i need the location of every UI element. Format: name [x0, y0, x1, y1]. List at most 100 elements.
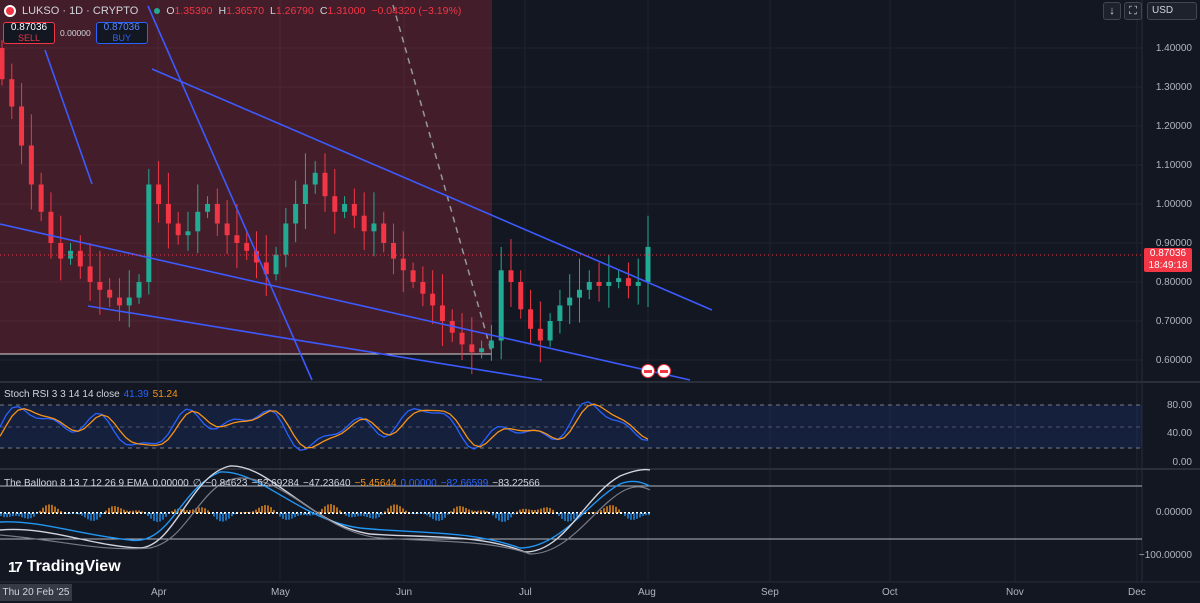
time-label[interactable]: Jun: [396, 587, 413, 598]
histogram-bar: [252, 511, 254, 513]
balloon-tick[interactable]: 0.00000: [1155, 507, 1192, 518]
histogram-bar: [540, 508, 542, 513]
tradingview-logo[interactable]: 17 TradingView: [8, 558, 121, 576]
candle-body: [273, 254, 279, 275]
histogram-bar: [423, 513, 425, 515]
trendline-upper[interactable]: [151, 68, 713, 311]
histogram-bar: [339, 510, 341, 513]
time-label[interactable]: Apr: [151, 587, 167, 598]
rsi-tick[interactable]: 0.00: [1172, 457, 1192, 468]
histogram-bar: [243, 512, 245, 513]
histogram-bar: [135, 510, 137, 513]
histogram-bar: [51, 504, 53, 513]
histogram-bar: [648, 513, 650, 516]
price-tick[interactable]: 1.30000: [1155, 82, 1192, 93]
time-label[interactable]: Jul: [519, 587, 532, 598]
histogram-bar: [159, 513, 161, 522]
histogram-bar: [84, 513, 86, 518]
fullscreen-icon[interactable]: ⛶: [1124, 2, 1142, 20]
price-tick[interactable]: 0.80000: [1155, 277, 1192, 288]
time-label[interactable]: Nov: [1006, 587, 1024, 598]
stoch-rsi-d-line[interactable]: [0, 403, 649, 449]
balloon-title: The Balloon 8 13 7 12 26 9 EMA: [4, 478, 149, 489]
trendline-steep[interactable]: [147, 5, 313, 381]
balloon-histogram: [0, 504, 650, 522]
histogram-bar: [561, 513, 563, 519]
buy-label: BUY: [112, 33, 131, 43]
ohlc-high-value: 1.36570: [226, 5, 265, 17]
candle-body: [214, 204, 220, 224]
histogram-bar: [471, 510, 473, 513]
histogram-bar: [594, 512, 596, 513]
histogram-bar: [432, 513, 434, 520]
rsi-legend[interactable]: Stoch RSI 3 3 14 14 close 41.39 51.24: [4, 389, 178, 400]
market-status-icon[interactable]: [154, 8, 161, 14]
time-label[interactable]: Dec: [1128, 587, 1146, 598]
histogram-bar: [573, 513, 575, 520]
histogram-bar: [612, 505, 614, 513]
price-tick[interactable]: 1.40000: [1155, 43, 1192, 54]
trendline-lower[interactable]: [87, 305, 543, 381]
histogram-bar: [459, 506, 461, 513]
time-label[interactable]: Sep: [761, 587, 779, 598]
histogram-bar: [36, 513, 38, 515]
dashed-trendline[interactable]: [392, 4, 493, 355]
scroll-down-icon[interactable]: ↓: [1103, 2, 1121, 20]
price-tick[interactable]: 0.90000: [1155, 238, 1192, 249]
price-tick[interactable]: 1.20000: [1155, 121, 1192, 132]
histogram-bar: [267, 505, 269, 513]
histogram-bar: [156, 513, 158, 522]
trendline-left[interactable]: [44, 49, 93, 185]
balloon-tick[interactable]: −100.00000: [1138, 550, 1192, 561]
us-flag-event-icon[interactable]: [641, 364, 655, 378]
candle-body: [195, 211, 201, 232]
sell-button[interactable]: 0.87036 SELL: [3, 22, 55, 44]
balloon-legend[interactable]: The Balloon 8 13 7 12 26 9 EMA 0.00000 ∅…: [4, 478, 540, 489]
range-box[interactable]: [0, 0, 492, 354]
rsi-tick[interactable]: 40.00: [1166, 428, 1192, 439]
trendline-middle[interactable]: [0, 223, 691, 381]
time-label[interactable]: May: [271, 587, 290, 598]
buy-button[interactable]: 0.87036 BUY: [95, 22, 148, 44]
candle-body: [498, 270, 504, 341]
candle-body: [116, 297, 122, 306]
candle-body: [234, 235, 240, 243]
histogram-bar: [363, 513, 365, 517]
symbol-title[interactable]: LUKSO · 1D · CRYPTO: [22, 5, 139, 17]
histogram-bar: [168, 513, 170, 514]
histogram-bar: [297, 513, 299, 516]
price-tick[interactable]: 0.60000: [1155, 355, 1192, 366]
symbol-logo-icon[interactable]: [4, 5, 16, 17]
candle-body: [68, 250, 74, 259]
histogram-bar: [348, 513, 350, 517]
trendlines[interactable]: [0, 5, 713, 381]
histogram-bar: [345, 513, 347, 516]
candle-body: [576, 289, 582, 298]
histogram-bar: [48, 504, 50, 513]
histogram-bar: [99, 513, 101, 518]
histogram-bar: [537, 509, 539, 513]
histogram-bar: [261, 506, 263, 513]
histogram-bar: [516, 511, 518, 513]
histogram-bar: [96, 513, 98, 520]
balloon-value: −47.23640: [302, 478, 351, 489]
histogram-bar: [591, 512, 593, 513]
us-flag-event-icon[interactable]: [657, 364, 671, 378]
histogram-bar: [132, 510, 134, 513]
price-tick[interactable]: 1.10000: [1155, 160, 1192, 171]
candle-body: [596, 282, 602, 286]
price-tick[interactable]: 1.00000: [1155, 199, 1192, 210]
balloon-line-blue[interactable]: [0, 471, 651, 549]
histogram-bar: [279, 513, 281, 517]
candle-body: [48, 211, 54, 243]
histogram-bar: [336, 507, 338, 513]
price-tick[interactable]: 0.70000: [1155, 316, 1192, 327]
time-label[interactable]: Oct: [882, 587, 898, 598]
histogram-bar: [369, 513, 371, 519]
currency-selector[interactable]: USD: [1147, 2, 1197, 20]
balloon-line-grey[interactable]: [0, 477, 651, 555]
histogram-bar: [492, 513, 494, 516]
rsi-tick[interactable]: 80.00: [1166, 400, 1192, 411]
time-label[interactable]: Aug: [638, 587, 656, 598]
